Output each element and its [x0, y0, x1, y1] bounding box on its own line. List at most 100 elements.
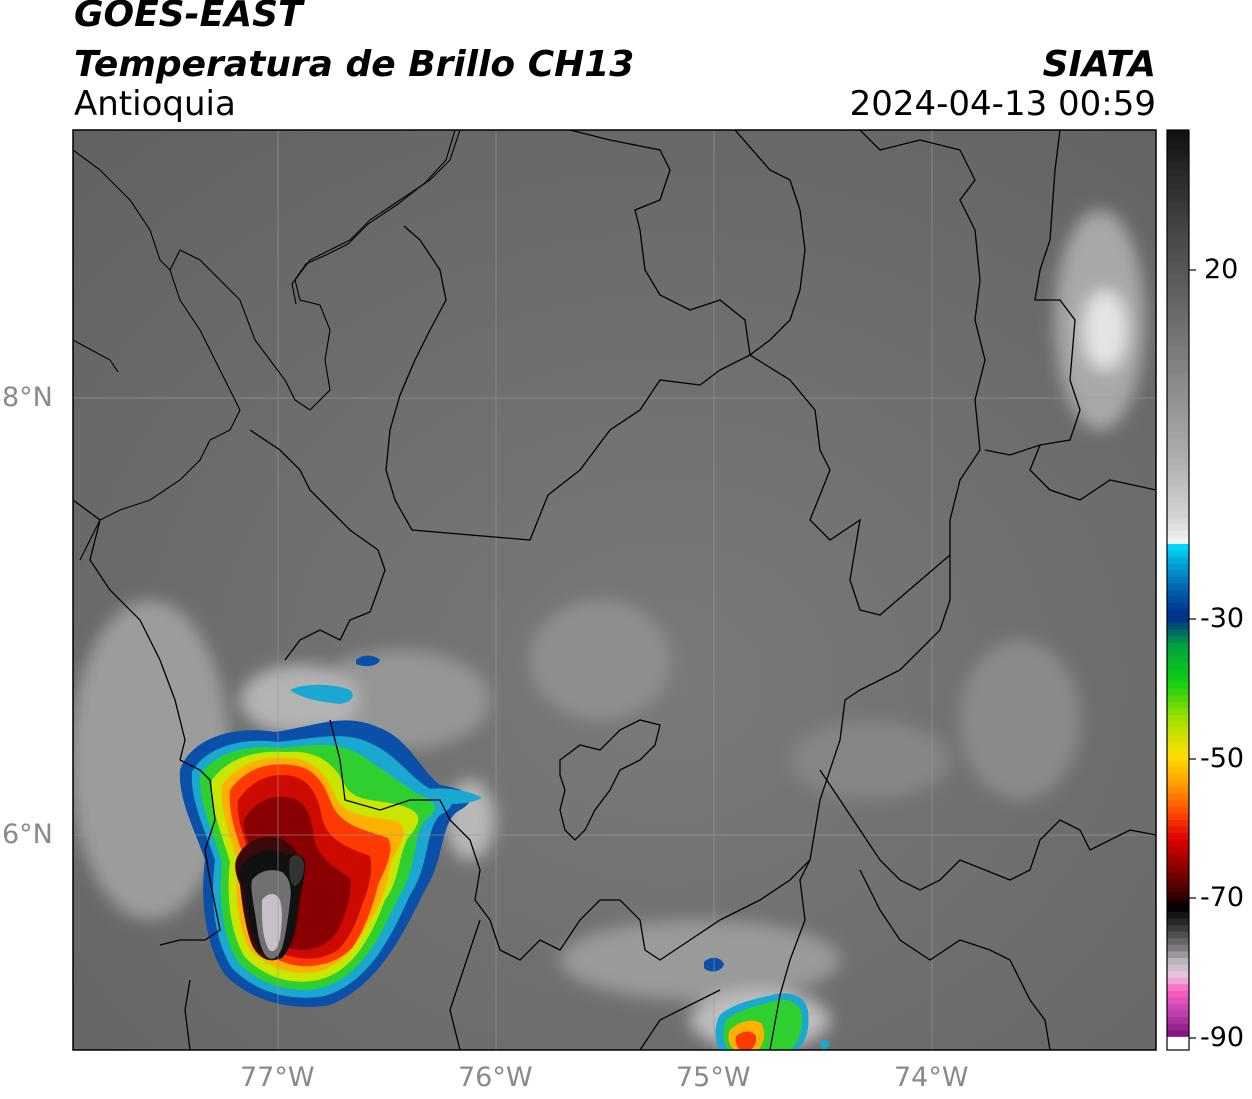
colorbar-segment	[1167, 320, 1189, 328]
colorbar-segment	[1167, 1010, 1189, 1018]
colorbar-segment	[1167, 971, 1189, 979]
product-title: Temperatura de Brillo CH13	[74, 44, 635, 85]
colorbar-segment	[1167, 162, 1189, 171]
colorbar-segment	[1167, 944, 1189, 953]
municipal-borders	[73, 130, 1156, 1050]
colorbar-segment	[1167, 780, 1189, 788]
colorbar-segment	[1167, 655, 1189, 663]
colorbar-segment	[1167, 1017, 1189, 1025]
colorbar-segment	[1167, 747, 1189, 755]
colorbar-segment	[1167, 984, 1189, 992]
colorbar-segment	[1167, 498, 1189, 506]
colorbar-segment	[1167, 728, 1189, 736]
colorbar-segment	[1167, 885, 1189, 893]
colorbar-segment	[1167, 189, 1189, 197]
lon-label-77w: 77°W	[240, 1062, 315, 1093]
colorbar-segment	[1167, 432, 1189, 440]
colorbar-segment	[1167, 248, 1189, 256]
colorbar-segment	[1167, 767, 1189, 775]
colorbar-segment	[1167, 346, 1189, 355]
colorbar-segment	[1167, 793, 1189, 801]
colorbar-ticks	[1189, 269, 1196, 1039]
colorbar-segment	[1167, 458, 1189, 466]
colorbar-segment	[1167, 629, 1189, 637]
colorbar-segment	[1167, 682, 1189, 690]
colorbar-segment	[1167, 373, 1189, 381]
colorbar-segment	[1167, 958, 1189, 966]
colorbar-segment	[1167, 333, 1189, 341]
colorbar-segment	[1167, 846, 1189, 854]
colorbar-segment	[1167, 130, 1189, 138]
lon-label-75w: 75°W	[676, 1062, 751, 1093]
colorbar-segment	[1167, 1043, 1189, 1051]
colorbar-segment	[1167, 570, 1189, 578]
colorbar-frame	[1166, 129, 1190, 1051]
colorbar-segment	[1167, 695, 1189, 703]
colorbar-segment	[1167, 642, 1189, 650]
colorbar-segment	[1167, 892, 1189, 900]
colorbar-segment	[1167, 616, 1189, 624]
colorbar-segment	[1167, 195, 1189, 203]
colorbar-segment	[1167, 1036, 1189, 1045]
colorbar-segment	[1167, 636, 1189, 644]
colorbar-segment	[1167, 222, 1189, 230]
colorbar-segment	[1167, 688, 1189, 696]
colorbar-segment	[1167, 504, 1189, 512]
colorbar-segment	[1167, 839, 1189, 847]
colorbar-segment	[1167, 169, 1189, 177]
colorbar-segment	[1167, 820, 1189, 828]
colorbar-segment	[1167, 977, 1189, 985]
colorbar-segment	[1167, 563, 1189, 571]
colorbar-label-minus50: -50	[1200, 743, 1245, 774]
colorbar-segment	[1167, 879, 1189, 887]
colorbar-segment	[1167, 898, 1189, 907]
colorbar-label-20: 20	[1204, 254, 1239, 285]
colorbar-label-minus30: -30	[1200, 603, 1245, 634]
colorbar-segment	[1167, 254, 1189, 263]
colorbar-segment	[1167, 379, 1189, 387]
colorbar-segment	[1167, 774, 1189, 782]
colorbar-segment	[1167, 182, 1189, 190]
colorbar-segment	[1167, 136, 1189, 144]
colorbar-segment	[1167, 912, 1189, 920]
colorbar-segment	[1167, 721, 1189, 729]
lat-label-6n: 6°N	[2, 819, 53, 850]
lon-label-76w: 76°W	[458, 1062, 533, 1093]
colorbar-segment	[1167, 294, 1189, 302]
colorbar-segment	[1167, 905, 1189, 913]
colorbar-segment	[1167, 399, 1189, 407]
colorbar-segment	[1167, 517, 1189, 525]
colorbar-segment	[1167, 583, 1189, 591]
colorbar-segment	[1167, 419, 1189, 427]
colorbar-segment	[1167, 406, 1189, 414]
storm-cell-fragments	[290, 655, 830, 1050]
colorbar-segment	[1167, 511, 1189, 519]
colorbar-segment	[1167, 143, 1189, 151]
colorbar-segment	[1167, 425, 1189, 433]
colorbar-segment	[1167, 938, 1189, 946]
colorbar-segment	[1167, 484, 1189, 493]
colorbar-segment	[1167, 866, 1189, 874]
colorbar-segment	[1167, 609, 1189, 617]
colorbar-segment	[1167, 741, 1189, 749]
colorbar-label-minus90: -90	[1200, 1022, 1245, 1053]
colorbar-segment	[1167, 734, 1189, 742]
colorbar-segment	[1167, 268, 1189, 276]
colorbar-segment	[1167, 215, 1189, 223]
colorbar-segment	[1167, 649, 1189, 657]
colorbar-segment	[1167, 340, 1189, 348]
colorbar-segment	[1167, 754, 1189, 762]
colorbar-segment	[1167, 149, 1189, 157]
colorbar-segment	[1167, 176, 1189, 184]
timestamp-label: 2024-04-13 00:59	[849, 84, 1156, 124]
colorbar-segment	[1167, 465, 1189, 473]
agency-label: SIATA	[1042, 44, 1156, 85]
colorbar-segment	[1167, 228, 1189, 236]
colorbar-segment	[1167, 1023, 1189, 1031]
colorbar-segment	[1167, 478, 1189, 486]
colorbar-segment	[1167, 990, 1189, 999]
region-subtitle: Antioquia	[74, 84, 236, 124]
colorbar-segment	[1167, 806, 1189, 815]
colorbar-segment	[1167, 872, 1189, 880]
colorbar-segment	[1167, 603, 1189, 611]
